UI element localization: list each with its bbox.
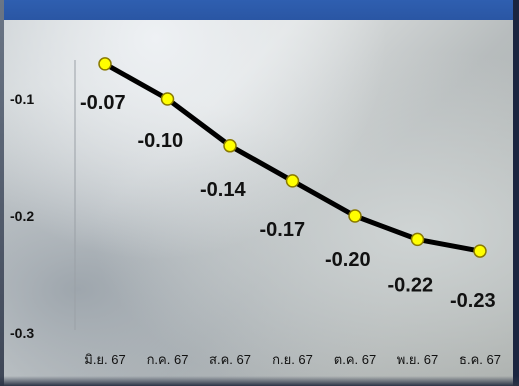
title-bar [0,0,519,20]
data-label: -0.23 [450,290,496,312]
data-point [98,57,112,71]
x-tick-label: มิ.ย. 67 [84,352,125,367]
data-point [285,174,300,188]
y-tick-label: -0.3 [10,325,34,341]
data-label: -0.07 [80,92,126,114]
x-tick-label: ธ.ค. 67 [459,352,501,367]
data-point [160,92,175,106]
x-tick-label: ส.ค. 67 [209,352,251,367]
data-point [348,209,362,223]
data-label: -0.14 [200,179,246,201]
x-tick-label: ต.ค. 67 [334,352,376,367]
right-border [513,0,519,386]
x-tick-label: พ.ย. 67 [397,352,438,367]
data-point [410,232,425,247]
data-label: -0.10 [138,130,184,152]
data-point [223,139,237,153]
bottom-border [0,376,519,386]
data-label: -0.20 [325,249,371,271]
x-tick-label: ก.ย. 67 [272,352,313,367]
y-tick-label: -0.1 [10,91,34,107]
x-tick-label: ก.ค. 67 [147,352,189,367]
left-border [0,0,4,386]
y-tick-label: -0.2 [10,208,34,224]
data-point [473,244,487,258]
data-label: -0.17 [260,219,306,241]
data-label: -0.22 [388,274,434,296]
